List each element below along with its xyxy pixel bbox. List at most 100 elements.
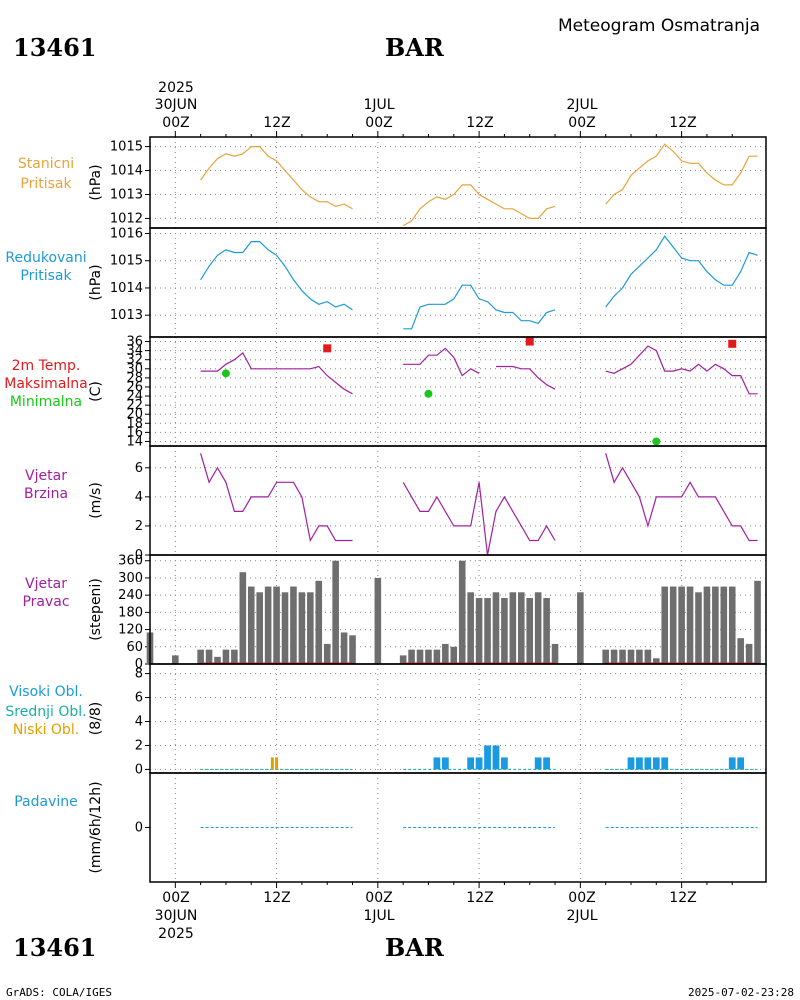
y-tick-label: 300	[118, 571, 143, 586]
y-tick-label: 6	[135, 461, 143, 476]
high-cloud-bar	[501, 757, 508, 770]
panel-label: Niski Obl.	[13, 722, 79, 738]
y-tick-label: 1015	[110, 140, 143, 155]
temperature-line	[200, 351, 353, 395]
panel-frame	[149, 772, 767, 883]
top-hour-6: 12Z	[669, 115, 696, 131]
wind-direction-bar	[475, 598, 483, 664]
panel-unit: (8/8)	[88, 702, 104, 735]
y-tick-label: 34	[126, 344, 143, 359]
wind-direction-bar	[425, 649, 432, 664]
high-cloud-bar	[737, 757, 745, 770]
high-cloud-bar	[433, 757, 441, 770]
wind-direction-bar	[686, 586, 694, 664]
wind-direction-bar	[197, 649, 204, 664]
wind-speed-line	[605, 453, 758, 542]
wind-direction-bar	[247, 586, 255, 664]
wind-direction-bar	[273, 586, 280, 664]
panel-label: Padavine	[14, 794, 78, 810]
wind-direction-bar	[281, 592, 289, 664]
max-temp-marker	[525, 337, 534, 346]
wind-direction-bar	[433, 649, 441, 664]
y-tick-label: 1013	[110, 187, 143, 202]
bottom-hour-5: 00Z	[568, 890, 595, 906]
top-hour-4: 12Z	[466, 115, 493, 131]
y-tick-label: 14	[126, 434, 143, 449]
wind-direction-bar	[205, 649, 213, 664]
high-cloud-bar	[627, 757, 635, 770]
y-tick-label: 16	[126, 425, 143, 440]
wind-direction-bar	[737, 638, 744, 664]
top-date-1: 30JUN	[155, 97, 198, 113]
wind-direction-bar	[450, 646, 458, 664]
panel-label: Brzina	[24, 486, 68, 502]
high-cloud-bar	[492, 745, 500, 770]
wind-direction-bar	[231, 649, 238, 664]
min-temp-marker	[652, 437, 661, 446]
y-tick-label: 32	[126, 353, 143, 368]
high-cloud-bar	[534, 757, 542, 770]
temperature-line	[496, 365, 556, 390]
panel-frame	[149, 136, 767, 229]
wind-direction-bar	[222, 649, 230, 664]
bottom-hour-2: 12Z	[263, 890, 290, 906]
y-tick-label: 18	[126, 416, 143, 431]
y-tick-label: 2	[135, 738, 143, 753]
panel-label: Maksimalna	[4, 376, 88, 392]
y-tick-label: 0	[135, 548, 143, 563]
wind-direction-bar	[627, 649, 635, 664]
wind-direction-bar	[340, 632, 348, 664]
y-tick-label: 60	[126, 640, 143, 655]
bottom-date-2: 1JUL	[363, 908, 394, 924]
footer-timestamp: 2025-07-02-23:28	[688, 986, 794, 999]
wind-direction-bar	[374, 577, 382, 664]
wind-direction-bar	[416, 649, 424, 664]
wind-direction-bar	[619, 649, 626, 664]
panel-frame	[149, 445, 767, 556]
panel-unit: (hPa)	[88, 264, 104, 300]
wind-direction-bar	[712, 586, 719, 664]
top-year: 2025	[158, 80, 194, 96]
bottom-hour-3: 00Z	[365, 890, 392, 906]
high-cloud-bar	[644, 757, 652, 770]
wind-direction-bar	[307, 592, 314, 664]
high-cloud-bar	[636, 757, 643, 770]
wind-direction-bar	[442, 643, 449, 664]
top-hour-2: 12Z	[263, 115, 290, 131]
top-hour-3: 00Z	[365, 115, 392, 131]
wind-direction-bar	[264, 586, 272, 664]
wind-direction-bar	[484, 598, 491, 664]
y-tick-label: 22	[126, 398, 143, 413]
y-tick-label: 0	[135, 821, 143, 836]
panel-label: Pritisak	[20, 268, 72, 284]
top-date-3: 2JUL	[566, 97, 597, 113]
y-tick-label: 1015	[110, 254, 143, 269]
y-tick-label: 30	[126, 362, 143, 377]
station-id-bottom: 13461	[13, 933, 97, 962]
y-tick-label: 28	[126, 371, 143, 386]
station-id-top: 13461	[13, 33, 97, 62]
panel-label: Vjetar	[25, 576, 67, 592]
panel-unit: (stepeni)	[88, 578, 104, 641]
bottom-date-1: 30JUN	[155, 908, 198, 924]
panel-unit: (hPa)	[88, 164, 104, 200]
bottom-hour-4: 12Z	[466, 890, 493, 906]
panels-group: 1015 1014 1013 1012 Stanicni Pritisak (hPa) 101…	[4, 131, 767, 888]
bottom-date-3: 2JUL	[566, 908, 597, 924]
chart-title: Meteogram Osmatranja	[558, 16, 760, 36]
wind-direction-bar	[602, 649, 609, 664]
panel-frame	[149, 227, 767, 338]
wind-direction-bar	[669, 586, 677, 664]
high-cloud-bar	[543, 757, 550, 770]
reduced-pressure-line	[605, 235, 758, 308]
y-tick-label: 1016	[110, 226, 143, 241]
temperature-line	[403, 347, 480, 377]
min-temp-marker	[221, 369, 230, 378]
y-tick-label: 8	[135, 667, 143, 682]
station-pressure-line	[605, 143, 758, 205]
wind-direction-bar	[492, 592, 500, 664]
wind-direction-bar	[526, 598, 534, 664]
panel-label: Srednji Obl.	[5, 704, 86, 720]
panel-label: Redukovani	[5, 250, 86, 266]
low-cloud-bar	[270, 757, 274, 770]
